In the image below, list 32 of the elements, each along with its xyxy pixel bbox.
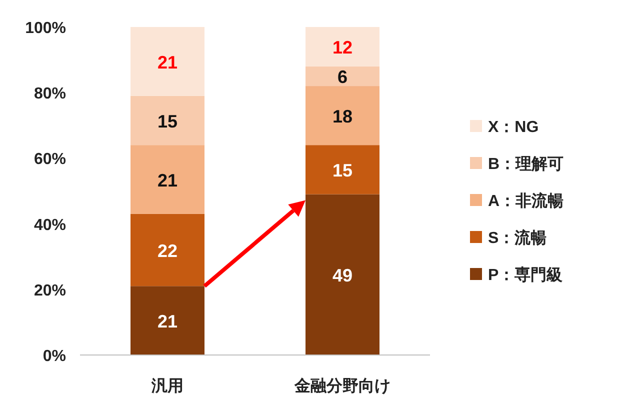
y-tick-label: 80% [34,86,66,103]
y-tick-label: 20% [34,282,66,300]
data-label: 15 [332,160,353,181]
bar [306,27,380,66]
bar [306,194,380,355]
y-tick-label: 0% [42,348,66,365]
data-label: 21 [157,170,178,191]
bar [130,27,204,96]
y-tick-label: 60% [34,151,66,168]
y-tick-label: 100% [25,20,66,37]
data-label: 15 [157,111,178,132]
data-label: 21 [157,52,178,72]
data-label: 18 [332,106,353,127]
bar [130,286,204,355]
y-tick-label: 40% [34,216,66,234]
bar [306,145,380,194]
data-label: 21 [157,312,178,332]
legend-label: A：非流暢 [488,191,564,210]
data-label: 12 [332,38,353,58]
x-tick-label: 金融分野向け [294,377,390,395]
legend-label: P：専門級 [488,266,564,284]
data-label: 22 [157,241,178,262]
data-label: 6 [337,67,348,88]
bar [130,145,204,214]
legend-label: X：NG [488,119,539,136]
legend-label: B：理解可 [488,155,564,173]
legend-label: S：流暢 [488,228,547,247]
data-label: 49 [332,266,353,286]
x-tick-label: 汎用 [150,377,184,395]
bar [306,86,380,146]
bar [306,66,380,86]
bar [130,96,204,146]
